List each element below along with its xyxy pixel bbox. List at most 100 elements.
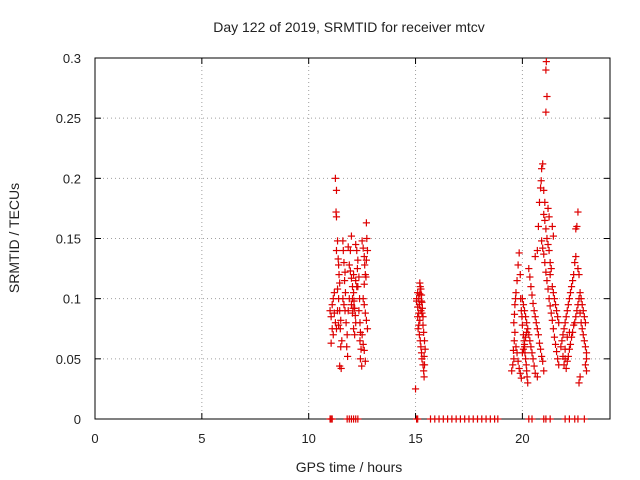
data-point: [411, 385, 420, 393]
data-point: [417, 349, 426, 357]
data-point: [328, 415, 336, 423]
data-point: [561, 355, 569, 363]
x-tick-label: 15: [408, 431, 422, 446]
data-point: [531, 369, 539, 377]
data-point: [517, 374, 525, 382]
data-point: [509, 346, 518, 355]
data-point: [538, 352, 546, 361]
data-point: [357, 345, 365, 353]
data-point: [554, 355, 562, 363]
data-point: [542, 225, 550, 233]
data-point: [562, 364, 570, 373]
data-point: [518, 321, 526, 329]
data-point: [521, 313, 530, 321]
data-point: [420, 352, 428, 361]
y-tick-label: 0.1: [63, 292, 81, 307]
data-point: [533, 325, 541, 333]
data-point: [541, 258, 549, 267]
data-point: [516, 369, 524, 377]
data-point: [560, 325, 568, 333]
data-point: [539, 160, 547, 168]
y-tick-label: 0.2: [63, 171, 81, 186]
y-tick-label: 0.15: [56, 232, 81, 247]
data-point: [335, 321, 343, 329]
data-point: [550, 333, 559, 341]
data-point: [514, 357, 522, 365]
axis-ticks: 0 5 10 15 20 0 0.05 0.1 0.15 0.2 0.25 0.3: [56, 51, 610, 446]
data-point: [518, 349, 526, 357]
data-point: [551, 340, 560, 348]
data-point: [346, 267, 354, 275]
data-point: [518, 295, 526, 303]
data-point: [414, 415, 422, 423]
data-point: [571, 319, 579, 327]
data-point: [341, 289, 350, 297]
data-point: [510, 337, 518, 345]
data-point: [420, 337, 429, 345]
data-point: [542, 268, 550, 276]
data-point: [330, 289, 338, 297]
data-point: [339, 237, 347, 245]
data-point: [575, 271, 583, 279]
data-point: [513, 277, 521, 285]
data-point: [360, 301, 368, 309]
data-point: [509, 361, 517, 369]
data-point: [361, 357, 369, 365]
data-point: [358, 331, 366, 339]
data-point: [510, 319, 518, 327]
data-point: [541, 216, 549, 225]
data-point: [343, 343, 351, 351]
data-point: [542, 66, 550, 74]
data-point: [576, 373, 584, 381]
data-point: [522, 361, 530, 369]
data-point: [543, 92, 551, 101]
data-point: [572, 313, 580, 321]
data-point: [331, 174, 340, 182]
data-point: [524, 325, 532, 333]
data-point: [344, 243, 352, 251]
data-point: [335, 261, 343, 269]
data-point: [523, 373, 531, 381]
data-point: [345, 261, 353, 269]
data-point: [353, 246, 361, 255]
data-point: [510, 310, 519, 318]
data-point: [575, 379, 583, 387]
data-point: [416, 290, 424, 298]
data-point: [340, 258, 348, 267]
data-point: [352, 240, 360, 249]
data-point: [342, 319, 350, 327]
data-point: [536, 345, 545, 353]
data-point: [566, 340, 575, 348]
y-tick-label: 0.3: [63, 51, 81, 66]
data-point: [552, 307, 561, 315]
data-point: [340, 301, 348, 309]
data-point: [539, 357, 547, 365]
data-point: [360, 252, 368, 261]
data-point: [420, 373, 428, 381]
data-point: [339, 295, 347, 303]
data-point: [526, 273, 534, 281]
y-tick-label: 0.25: [56, 111, 81, 126]
data-point: [349, 271, 358, 279]
data-point: [548, 222, 556, 231]
data-point: [574, 208, 582, 216]
data-point: [549, 232, 557, 240]
data-point: [561, 345, 569, 353]
data-point: [530, 362, 538, 370]
data-point: [574, 264, 582, 273]
data-point: [360, 280, 368, 288]
data-point: [354, 256, 362, 264]
x-tick-label: 0: [91, 431, 98, 446]
data-point: [543, 277, 551, 285]
data-point: [523, 319, 531, 327]
data-point: [547, 264, 555, 273]
data-point: [415, 295, 423, 303]
data-point: [579, 331, 587, 339]
data-point: [582, 355, 591, 363]
data-point: [578, 325, 586, 333]
data-point: [576, 309, 584, 317]
data-point: [362, 273, 370, 281]
data-point: [514, 261, 522, 269]
data-point: [345, 295, 353, 303]
